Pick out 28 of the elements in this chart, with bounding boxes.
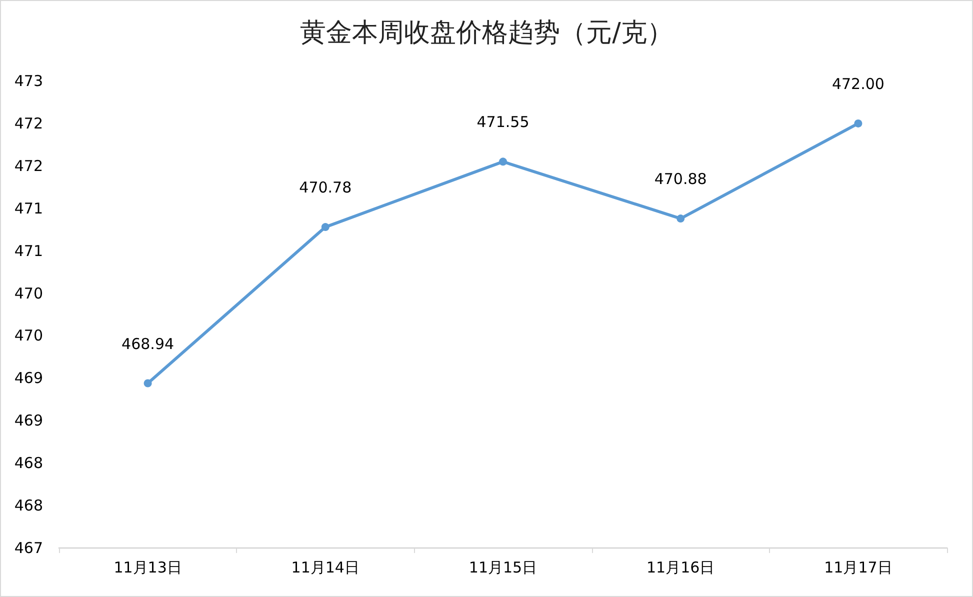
point xyxy=(854,119,862,128)
text: 470.88 xyxy=(654,170,707,188)
x-tick-label: 11月13日 xyxy=(114,558,182,576)
point xyxy=(144,379,152,388)
y-tick-label: 473 xyxy=(14,72,43,90)
point xyxy=(321,223,330,232)
y-tick-label: 471 xyxy=(14,242,43,260)
y-tick-label: 472 xyxy=(14,156,43,175)
point xyxy=(499,158,507,166)
x-tick-label: 11月16日 xyxy=(646,558,715,576)
text: 472.00 xyxy=(832,74,884,93)
y-tick-label: 471 xyxy=(14,199,43,218)
y-tick-label: 469 xyxy=(14,369,43,388)
point xyxy=(676,214,685,223)
y-tick-label: 472 xyxy=(14,114,43,132)
text: 471.55 xyxy=(476,113,530,132)
y-tick-label: 467 xyxy=(14,539,43,557)
text: 468.94 xyxy=(122,334,174,353)
x-tick-label: 11月15日 xyxy=(468,558,538,576)
y-tick-label: 469 xyxy=(14,412,43,430)
y-tick-label: 470 xyxy=(14,284,43,302)
x-tick-label: 11月14日 xyxy=(291,558,360,576)
y-tick-label: 468 xyxy=(14,496,43,515)
x-tick-label: 11月17日 xyxy=(824,558,892,576)
y-tick-label: 468 xyxy=(14,454,43,472)
text: 470.78 xyxy=(299,178,352,197)
chart-title: 黄金本周收盘价格趋势（元/克） xyxy=(300,18,673,48)
y-tick-label: 470 xyxy=(14,326,43,345)
